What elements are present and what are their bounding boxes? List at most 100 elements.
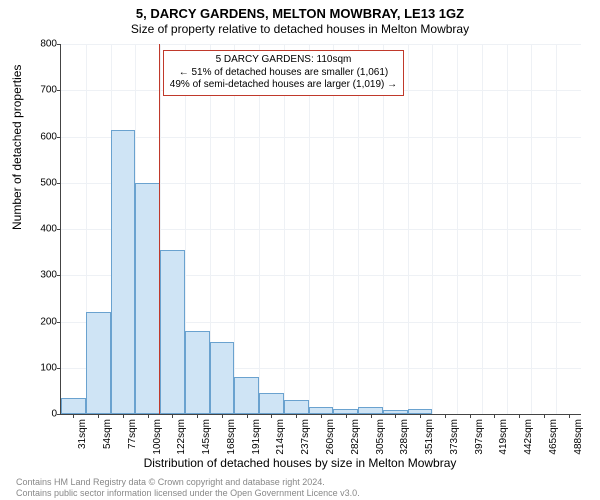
- xtick-label: 77sqm: [127, 419, 138, 449]
- xtick-label: 168sqm: [226, 419, 237, 455]
- xtick-label: 397sqm: [474, 419, 485, 455]
- ytick-mark: [57, 44, 61, 45]
- ytick-label: 800: [29, 39, 57, 50]
- xtick-mark: [395, 414, 396, 418]
- ytick-label: 0: [29, 409, 57, 420]
- xtick-label: 214sqm: [275, 419, 286, 455]
- chart-subtitle: Size of property relative to detached ho…: [0, 21, 600, 36]
- gridline-v: [284, 44, 285, 414]
- xtick-mark: [296, 414, 297, 418]
- histogram-bar: [408, 409, 433, 414]
- xtick-mark: [98, 414, 99, 418]
- xtick-mark: [123, 414, 124, 418]
- gridline-v: [383, 44, 384, 414]
- histogram-bar: [111, 130, 136, 414]
- xtick-label: 442sqm: [523, 419, 534, 455]
- xtick-label: 31sqm: [77, 419, 88, 449]
- histogram-bar: [234, 377, 259, 414]
- xtick-mark: [148, 414, 149, 418]
- gridline-v: [333, 44, 334, 414]
- callout-box: 5 DARCY GARDENS: 110sqm← 51% of detached…: [163, 50, 404, 96]
- xtick-mark: [222, 414, 223, 418]
- xtick-mark: [494, 414, 495, 418]
- xtick-label: 191sqm: [251, 419, 262, 455]
- xtick-label: 100sqm: [152, 419, 163, 455]
- gridline-v: [457, 44, 458, 414]
- xtick-label: 305sqm: [375, 419, 386, 455]
- xtick-mark: [172, 414, 173, 418]
- gridline-v: [408, 44, 409, 414]
- callout-line: 49% of semi-detached houses are larger (…: [170, 79, 397, 92]
- gridline-v: [531, 44, 532, 414]
- xtick-label: 145sqm: [201, 419, 212, 455]
- xtick-mark: [271, 414, 272, 418]
- xtick-mark: [197, 414, 198, 418]
- histogram-bar: [86, 312, 111, 414]
- xtick-mark: [544, 414, 545, 418]
- footer-line-1: Contains HM Land Registry data © Crown c…: [16, 477, 360, 487]
- histogram-bar: [61, 398, 86, 414]
- ytick-mark: [57, 229, 61, 230]
- gridline-v: [309, 44, 310, 414]
- ytick-label: 500: [29, 177, 57, 188]
- x-axis-label: Distribution of detached houses by size …: [0, 456, 600, 470]
- xtick-label: 328sqm: [399, 419, 410, 455]
- ytick-mark: [57, 90, 61, 91]
- gridline-v: [234, 44, 235, 414]
- xtick-mark: [470, 414, 471, 418]
- xtick-label: 351sqm: [424, 419, 435, 455]
- xtick-mark: [321, 414, 322, 418]
- footer-line-2: Contains public sector information licen…: [16, 488, 360, 498]
- chart-title: 5, DARCY GARDENS, MELTON MOWBRAY, LE13 1…: [0, 0, 600, 21]
- gridline-v: [556, 44, 557, 414]
- xtick-label: 260sqm: [325, 419, 336, 455]
- ytick-mark: [57, 414, 61, 415]
- xtick-label: 237sqm: [300, 419, 311, 455]
- gridline-v: [507, 44, 508, 414]
- ytick-label: 700: [29, 85, 57, 96]
- ytick-mark: [57, 183, 61, 184]
- ytick-mark: [57, 275, 61, 276]
- xtick-label: 122sqm: [176, 419, 187, 455]
- xtick-mark: [346, 414, 347, 418]
- histogram-bar: [160, 250, 185, 414]
- y-axis-label: Number of detached properties: [10, 65, 24, 230]
- callout-line: ← 51% of detached houses are smaller (1,…: [170, 67, 397, 80]
- ytick-label: 600: [29, 131, 57, 142]
- ytick-mark: [57, 322, 61, 323]
- gridline-v: [358, 44, 359, 414]
- histogram-bar: [185, 331, 210, 414]
- xtick-label: 373sqm: [449, 419, 460, 455]
- ytick-label: 200: [29, 316, 57, 327]
- ytick-mark: [57, 368, 61, 369]
- marker-line: [159, 44, 160, 414]
- gridline-v: [432, 44, 433, 414]
- xtick-mark: [73, 414, 74, 418]
- xtick-mark: [519, 414, 520, 418]
- ytick-label: 100: [29, 362, 57, 373]
- histogram-bar: [309, 407, 334, 414]
- xtick-mark: [420, 414, 421, 418]
- ytick-label: 300: [29, 270, 57, 281]
- xtick-label: 465sqm: [548, 419, 559, 455]
- callout-line: 5 DARCY GARDENS: 110sqm: [170, 54, 397, 67]
- xtick-mark: [445, 414, 446, 418]
- ytick-label: 400: [29, 224, 57, 235]
- xtick-mark: [371, 414, 372, 418]
- histogram-bar: [383, 410, 408, 414]
- histogram-bar: [333, 409, 358, 414]
- ytick-mark: [57, 137, 61, 138]
- xtick-label: 488sqm: [573, 419, 584, 455]
- histogram-bar: [135, 183, 160, 414]
- histogram-bar: [284, 400, 309, 414]
- histogram-bar: [358, 407, 383, 414]
- gridline-v: [259, 44, 260, 414]
- xtick-label: 54sqm: [102, 419, 113, 449]
- footer-attribution: Contains HM Land Registry data © Crown c…: [16, 477, 360, 498]
- gridline-h: [61, 44, 581, 45]
- chart-wrapper: 5, DARCY GARDENS, MELTON MOWBRAY, LE13 1…: [0, 0, 600, 500]
- xtick-label: 419sqm: [498, 419, 509, 455]
- xtick-label: 282sqm: [350, 419, 361, 455]
- gridline-v: [482, 44, 483, 414]
- plot-area: 010020030040050060070080031sqm54sqm77sqm…: [60, 44, 580, 414]
